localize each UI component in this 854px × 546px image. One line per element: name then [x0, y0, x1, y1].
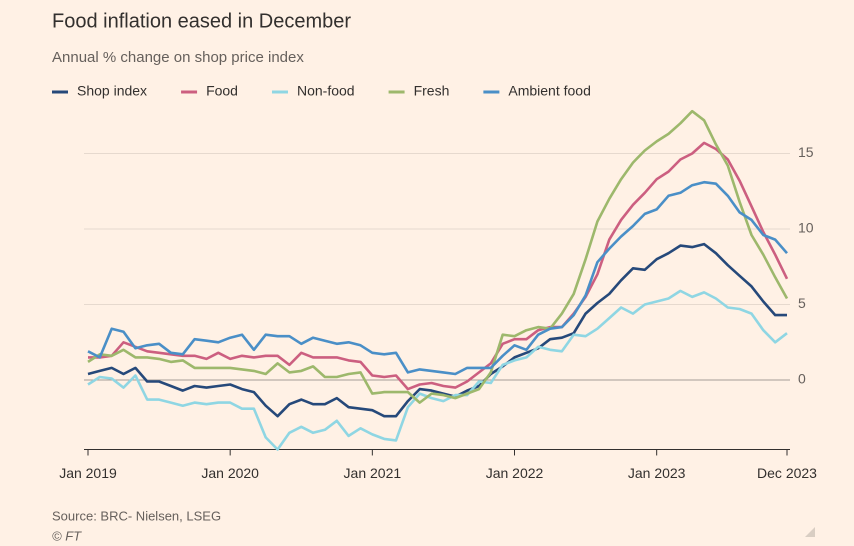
- resize-corner: [805, 527, 815, 537]
- x-tick-label: Jan 2021: [344, 465, 402, 481]
- chart-subtitle: Annual % change on shop price index: [52, 49, 304, 66]
- credit: © FT: [52, 528, 82, 543]
- legend-label: Shop index: [77, 83, 147, 99]
- series-line: [87, 289, 788, 451]
- x-tick-label: Jan 2020: [201, 465, 259, 481]
- x-tick-label: Dec 2023: [757, 465, 817, 481]
- x-tick-label: Jan 2022: [486, 465, 544, 481]
- source: Source: BRC- Nielsen, LSEG: [52, 508, 221, 523]
- y-tick-label: 0: [798, 371, 806, 387]
- series-line: [87, 242, 787, 418]
- legend-label: Food: [206, 83, 238, 99]
- y-tick-label: 5: [798, 295, 806, 311]
- x-tick-label: Jan 2019: [59, 465, 117, 481]
- y-tick-label: 15: [798, 144, 814, 160]
- legend-label: Non-food: [297, 83, 355, 99]
- series-line: [88, 141, 789, 391]
- y-tick-label: 10: [798, 220, 814, 236]
- series-line: [87, 180, 788, 376]
- legend-label: Ambient food: [508, 83, 591, 99]
- series-line: [87, 109, 789, 404]
- x-tick-label: Jan 2023: [628, 465, 686, 481]
- legend-label: Fresh: [414, 83, 450, 99]
- chart-title: Food inflation eased in December: [52, 10, 351, 32]
